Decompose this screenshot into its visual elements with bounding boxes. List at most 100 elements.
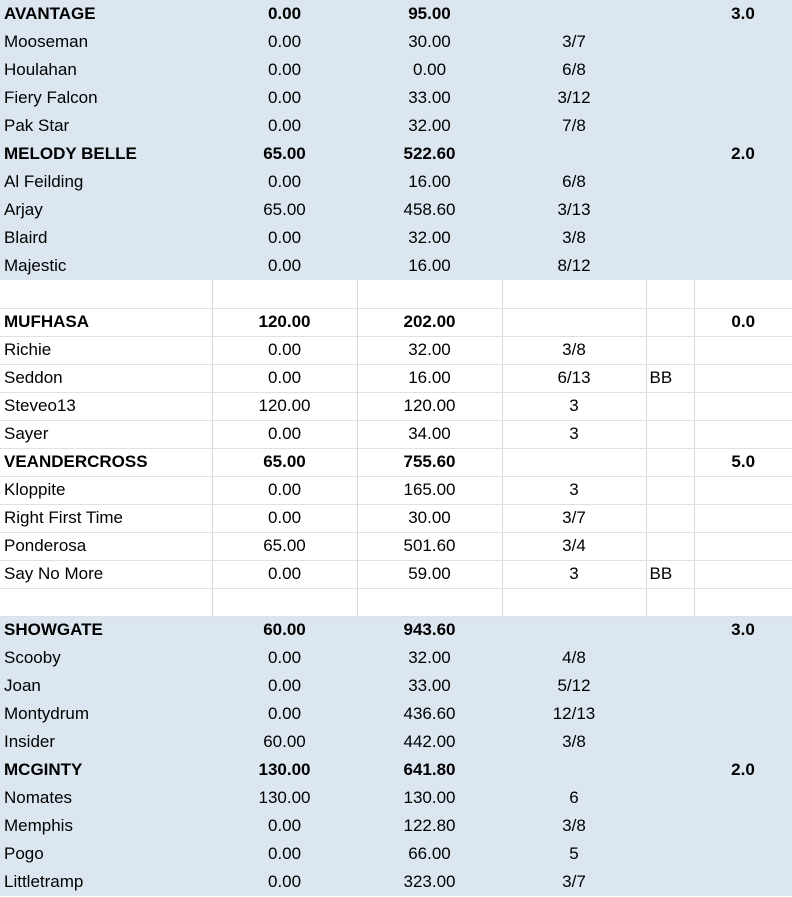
name-cell[interactable]: Pak Star (0, 112, 212, 140)
flag-cell[interactable] (646, 672, 694, 700)
team-position-cell[interactable] (502, 308, 647, 337)
flag-cell[interactable] (646, 812, 694, 840)
total-cell[interactable]: 501.60 (357, 532, 503, 561)
name-cell[interactable]: Mooseman (0, 28, 212, 56)
position-cell[interactable]: 3/8 (502, 728, 646, 756)
team-points-cell[interactable]: 5.0 (694, 448, 792, 477)
team-total-cell[interactable]: 202.00 (357, 308, 503, 337)
team-points-cell[interactable]: 2.0 (694, 756, 792, 784)
flag-cell[interactable] (646, 840, 694, 868)
position-cell[interactable]: 5 (502, 840, 646, 868)
name-cell[interactable]: Pogo (0, 840, 212, 868)
flag-cell[interactable] (646, 504, 695, 533)
flag-cell[interactable] (646, 196, 694, 224)
position-cell[interactable]: 3 (502, 560, 647, 589)
total-cell[interactable]: 34.00 (357, 420, 503, 449)
points-cell[interactable] (694, 700, 792, 728)
position-cell[interactable]: 6 (502, 784, 646, 812)
name-cell[interactable] (0, 588, 213, 617)
total-cell[interactable]: 0.00 (357, 56, 502, 84)
team-name-cell[interactable]: VEANDERCROSS (0, 448, 213, 477)
flag-cell[interactable] (646, 644, 694, 672)
team-score-cell[interactable]: 130.00 (212, 756, 357, 784)
team-position-cell[interactable] (502, 616, 646, 644)
points-cell[interactable] (694, 868, 792, 896)
total-cell[interactable]: 32.00 (357, 112, 502, 140)
position-cell[interactable]: 6/8 (502, 168, 646, 196)
team-position-cell[interactable] (502, 448, 647, 477)
position-cell[interactable]: 3 (502, 476, 647, 505)
points-cell[interactable] (694, 196, 792, 224)
team-name-cell[interactable]: MCGINTY (0, 756, 212, 784)
total-cell[interactable]: 323.00 (357, 868, 502, 896)
total-cell[interactable]: 442.00 (357, 728, 502, 756)
name-cell[interactable]: Sayer (0, 420, 213, 449)
team-total-cell[interactable]: 95.00 (357, 0, 502, 28)
score-cell[interactable]: 0.00 (212, 700, 357, 728)
team-points-cell[interactable]: 3.0 (694, 616, 792, 644)
position-cell[interactable]: 5/12 (502, 672, 646, 700)
total-cell[interactable]: 32.00 (357, 644, 502, 672)
name-cell[interactable] (0, 280, 213, 309)
flag-cell[interactable] (646, 84, 694, 112)
team-points-cell[interactable]: 0.0 (694, 308, 792, 337)
name-cell[interactable]: Steveo13 (0, 392, 213, 421)
position-cell[interactable]: 3/13 (502, 196, 646, 224)
points-cell[interactable] (694, 420, 792, 449)
name-cell[interactable]: Memphis (0, 812, 212, 840)
total-cell[interactable]: 59.00 (357, 560, 503, 589)
score-cell[interactable]: 65.00 (212, 196, 357, 224)
position-cell[interactable]: 6/8 (502, 56, 646, 84)
team-points-cell[interactable]: 3.0 (694, 0, 792, 28)
score-cell[interactable]: 0.00 (212, 420, 358, 449)
total-cell[interactable] (357, 588, 503, 617)
flag-cell[interactable]: BB (646, 364, 695, 393)
team-flag-cell[interactable] (646, 448, 695, 477)
flag-cell[interactable] (646, 868, 694, 896)
position-cell[interactable]: 3/7 (502, 28, 646, 56)
flag-cell[interactable]: BB (646, 560, 695, 589)
score-cell[interactable]: 0.00 (212, 476, 358, 505)
score-cell[interactable]: 0.00 (212, 336, 358, 365)
score-cell[interactable]: 0.00 (212, 28, 357, 56)
total-cell[interactable]: 165.00 (357, 476, 503, 505)
flag-cell[interactable] (646, 420, 695, 449)
name-cell[interactable]: Nomates (0, 784, 212, 812)
points-cell[interactable] (694, 224, 792, 252)
position-cell[interactable] (502, 588, 647, 617)
score-cell[interactable] (212, 280, 358, 309)
position-cell[interactable]: 3/12 (502, 84, 646, 112)
points-cell[interactable] (694, 672, 792, 700)
total-cell[interactable]: 458.60 (357, 196, 502, 224)
flag-cell[interactable] (646, 728, 694, 756)
team-total-cell[interactable]: 755.60 (357, 448, 503, 477)
points-cell[interactable] (694, 364, 792, 393)
points-cell[interactable] (694, 84, 792, 112)
flag-cell[interactable] (646, 532, 695, 561)
name-cell[interactable]: Insider (0, 728, 212, 756)
points-cell[interactable] (694, 840, 792, 868)
score-cell[interactable]: 0.00 (212, 252, 357, 280)
total-cell[interactable]: 33.00 (357, 672, 502, 700)
flag-cell[interactable] (646, 112, 694, 140)
flag-cell[interactable] (646, 784, 694, 812)
team-score-cell[interactable]: 120.00 (212, 308, 358, 337)
score-cell[interactable]: 0.00 (212, 84, 357, 112)
position-cell[interactable]: 3/8 (502, 812, 646, 840)
points-cell[interactable] (694, 784, 792, 812)
team-score-cell[interactable]: 65.00 (212, 140, 357, 168)
score-cell[interactable]: 0.00 (212, 812, 357, 840)
points-cell[interactable] (694, 560, 792, 589)
flag-cell[interactable] (646, 700, 694, 728)
total-cell[interactable]: 130.00 (357, 784, 502, 812)
score-cell[interactable]: 0.00 (212, 504, 358, 533)
team-total-cell[interactable]: 943.60 (357, 616, 502, 644)
flag-cell[interactable] (646, 392, 695, 421)
flag-cell[interactable] (646, 168, 694, 196)
score-cell[interactable]: 0.00 (212, 56, 357, 84)
points-cell[interactable] (694, 644, 792, 672)
team-flag-cell[interactable] (646, 616, 694, 644)
position-cell[interactable]: 3/8 (502, 336, 647, 365)
team-name-cell[interactable]: MELODY BELLE (0, 140, 212, 168)
name-cell[interactable]: Richie (0, 336, 213, 365)
